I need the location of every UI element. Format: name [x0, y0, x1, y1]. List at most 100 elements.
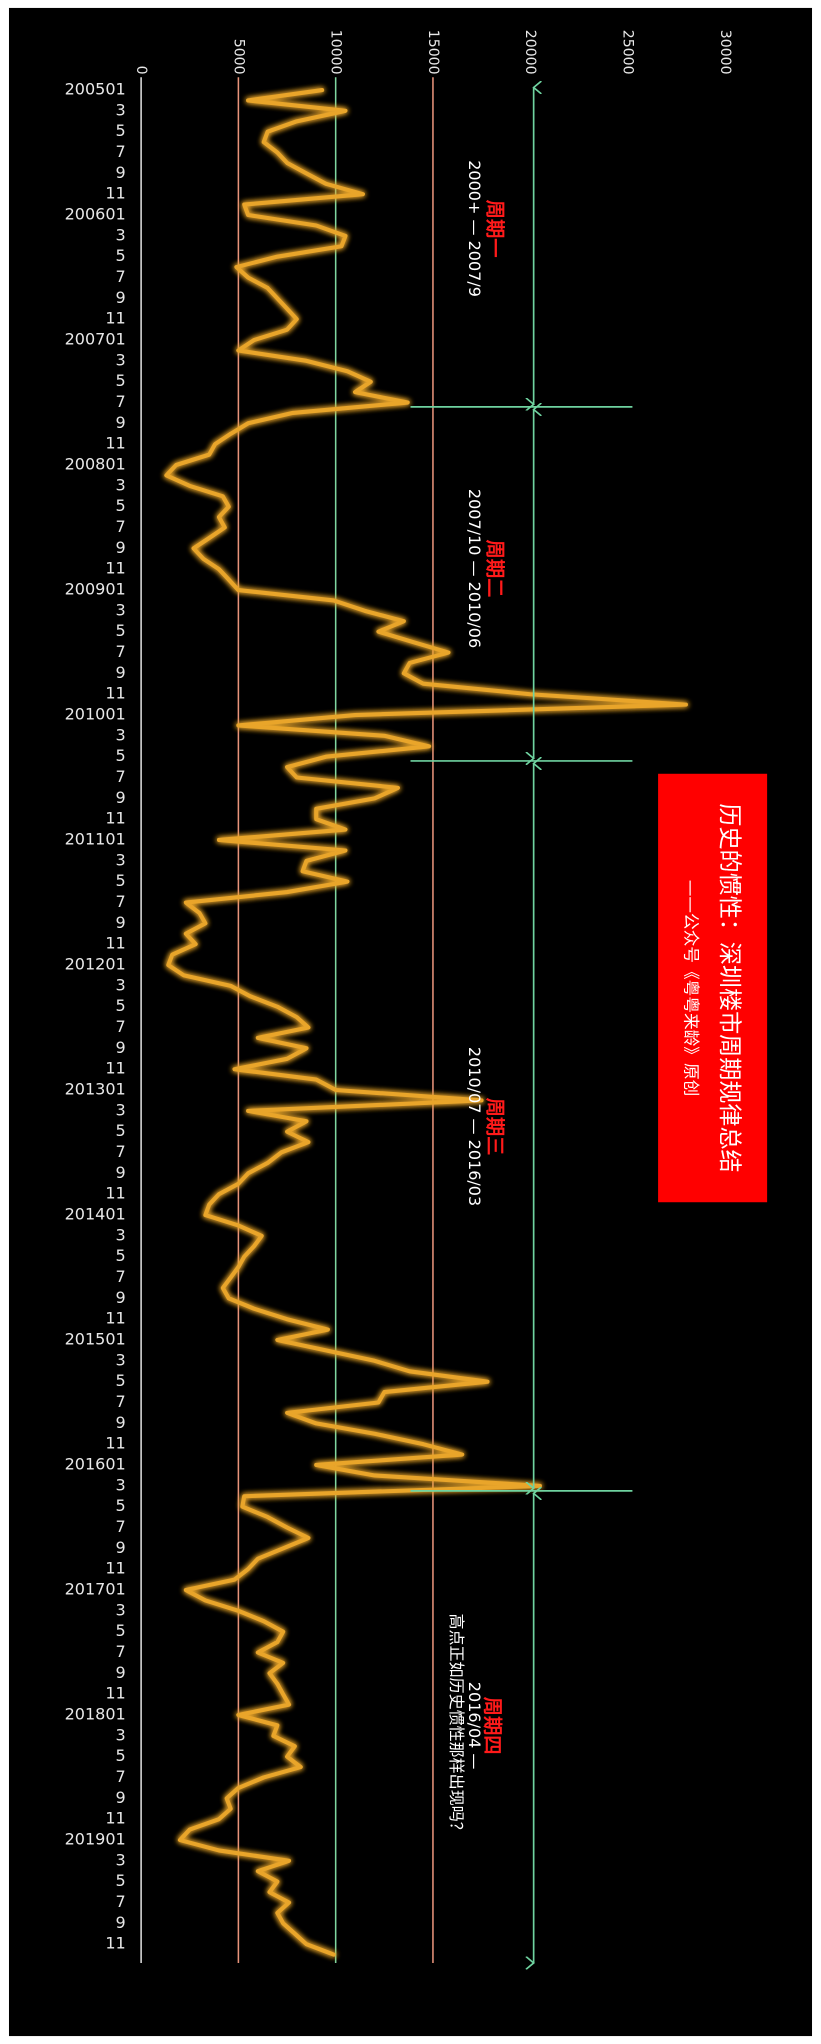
time-tick-label: 9: [116, 1413, 126, 1432]
time-tick-label: 7: [116, 892, 126, 911]
time-tick-label: 7: [116, 767, 126, 786]
time-tick-label: 7: [116, 1767, 126, 1786]
time-tick-label: 5: [116, 496, 126, 515]
time-tick-label: 5: [116, 746, 126, 765]
time-tick-label: 3: [116, 975, 126, 994]
time-tick-label: 201001: [65, 705, 126, 724]
time-tick-label: 9: [116, 163, 126, 182]
time-tick-label: 9: [116, 413, 126, 432]
time-tick-label: 5: [116, 1371, 126, 1390]
time-tick-label: 5: [116, 1496, 126, 1515]
time-tick-label: 5: [116, 1621, 126, 1640]
cycle-label: 周期一: [483, 200, 506, 258]
time-tick-label: 7: [116, 392, 126, 411]
time-tick-label: 3: [116, 1100, 126, 1119]
time-tick-label: 5: [116, 996, 126, 1015]
value-tick-label: 25000: [620, 30, 636, 75]
time-tick-label: 9: [116, 1788, 126, 1807]
time-tick-label: 5: [116, 246, 126, 265]
time-tick-label: 201601: [65, 1455, 126, 1474]
time-tick-label: 7: [116, 1517, 126, 1536]
time-tick-label: 3: [116, 1225, 126, 1244]
time-tick-label: 7: [116, 1267, 126, 1286]
time-tick-label: 7: [116, 1142, 126, 1161]
time-tick-label: 201201: [65, 955, 126, 974]
time-tick-label: 3: [116, 1725, 126, 1744]
time-tick-label: 3: [116, 1600, 126, 1619]
time-tick-label: 3: [116, 350, 126, 369]
time-tick-label: 11: [105, 1184, 125, 1203]
time-tick-label: 11: [105, 1809, 125, 1828]
time-tick-label: 201701: [65, 1580, 126, 1599]
value-tick-label: 0: [133, 66, 149, 75]
time-tick-label: 9: [116, 1538, 126, 1557]
value-tick-label: 30000: [717, 30, 733, 75]
time-tick-label: 3: [116, 725, 126, 744]
time-tick-label: 3: [116, 1850, 126, 1869]
time-tick-label: 11: [105, 1309, 125, 1328]
value-tick-label: 20000: [522, 30, 538, 75]
time-tick-label: 200801: [65, 455, 126, 474]
time-tick-label: 11: [105, 1434, 125, 1453]
time-tick-label: 3: [116, 1475, 126, 1494]
time-tick-label: 7: [116, 517, 126, 536]
time-tick-label: 11: [105, 1059, 125, 1078]
time-tick-label: 3: [116, 100, 126, 119]
chart-subtitle: ——公众号《粤粤来龄》原创: [682, 880, 701, 1097]
time-tick-label: 5: [116, 1871, 126, 1890]
time-tick-label: 9: [116, 1913, 126, 1932]
time-tick-label: 9: [116, 1663, 126, 1682]
data-line: [164, 87, 688, 1957]
cycle-label: 周期四: [481, 1697, 504, 1755]
time-tick-label: 11: [105, 1559, 125, 1578]
time-tick-label: 200501: [65, 80, 126, 99]
time-tick-label: 9: [116, 1038, 126, 1057]
time-tick-label: 11: [105, 309, 125, 328]
time-tick-label: 3: [116, 475, 126, 494]
time-tick-label: 3: [116, 600, 126, 619]
time-tick-label: 9: [116, 913, 126, 932]
time-tick-label: 3: [116, 225, 126, 244]
cycle-range: 2010/07 — 2016/03: [465, 1047, 484, 1206]
cycle-range: 2007/10 — 2010/06: [465, 489, 484, 648]
time-tick-label: 5: [116, 871, 126, 890]
title-box: [658, 773, 768, 1203]
time-tick-label: 5: [116, 621, 126, 640]
time-tick-label: 11: [105, 559, 125, 578]
time-tick-label: 5: [116, 1246, 126, 1265]
time-tick-label: 201101: [65, 830, 126, 849]
time-tick-label: 11: [105, 684, 125, 703]
time-tick-label: 7: [116, 1017, 126, 1036]
time-tick-label: 9: [116, 1163, 126, 1182]
cycle-range: 2016/04 —: [465, 1682, 484, 1770]
time-tick-label: 7: [116, 642, 126, 661]
time-tick-label: 201501: [65, 1330, 126, 1349]
time-tick-label: 5: [116, 1746, 126, 1765]
value-tick-label: 15000: [425, 30, 441, 75]
time-tick-label: 7: [116, 142, 126, 161]
time-tick-label: 11: [105, 809, 125, 828]
time-tick-label: 201401: [65, 1205, 126, 1224]
time-tick-label: 7: [116, 1642, 126, 1661]
time-tick-label: 9: [116, 663, 126, 682]
time-tick-label: 9: [116, 538, 126, 557]
cycle-range: 2000+ — 2007/9: [465, 160, 484, 297]
plot: 0 5000 10000 15000 20000 25000 300002005013579…: [65, 30, 733, 1963]
time-tick-label: 9: [116, 788, 126, 807]
time-tick-label: 200701: [65, 330, 126, 349]
time-tick-label: 11: [105, 1934, 125, 1953]
time-tick-label: 7: [116, 267, 126, 286]
time-tick-label: 11: [105, 934, 125, 953]
cycle-markers: [410, 87, 633, 1962]
time-tick-label: 201301: [65, 1080, 126, 1099]
time-tick-label: 7: [116, 1892, 126, 1911]
time-tick-label: 5: [116, 371, 126, 390]
cycle-label: 周期三: [483, 1098, 506, 1156]
time-tick-label: 9: [116, 288, 126, 307]
time-tick-label: 11: [105, 184, 125, 203]
time-tick-label: 5: [116, 1121, 126, 1140]
cycle-note: 高点正如历史惯性那样出现吗？: [447, 1614, 466, 1838]
cycle-label: 周期二: [483, 540, 506, 598]
time-tick-label: 9: [116, 1288, 126, 1307]
time-tick-label: 201901: [65, 1829, 126, 1848]
